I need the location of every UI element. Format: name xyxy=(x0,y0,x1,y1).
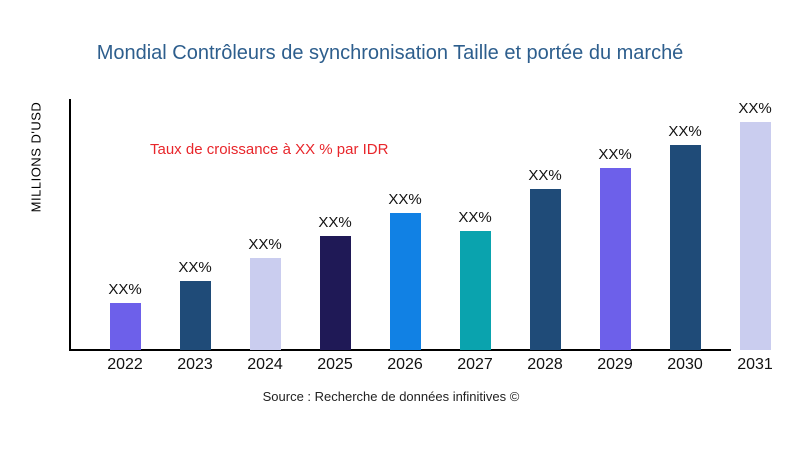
source-text: Source : Recherche de données infinitive… xyxy=(262,389,520,404)
bar xyxy=(390,213,421,350)
bar xyxy=(670,145,701,350)
bar-value-label: XX% xyxy=(668,123,702,140)
x-tick-label: 2024 xyxy=(247,356,283,373)
x-tick-label: 2028 xyxy=(527,356,563,373)
bar xyxy=(530,189,561,350)
bar xyxy=(320,236,351,350)
x-tick-label: 2023 xyxy=(177,356,213,373)
x-tick-label: 2029 xyxy=(597,356,633,373)
x-tick-label: 2027 xyxy=(457,356,493,373)
x-tick-label: 2031 xyxy=(737,356,773,373)
bar-value-label: XX% xyxy=(178,259,212,276)
bar xyxy=(740,122,771,350)
x-tick-label: 2030 xyxy=(667,356,703,373)
bar-value-label: XX% xyxy=(528,167,562,184)
x-tick-label: 2026 xyxy=(387,356,423,373)
bar xyxy=(180,281,211,350)
bar-value-label: XX% xyxy=(388,191,422,208)
bar-value-label: XX% xyxy=(318,214,352,231)
growth-rate-annotation: Taux de croissance à XX % par IDR xyxy=(150,141,389,158)
x-tick-label: 2022 xyxy=(107,356,143,373)
x-axis-line xyxy=(69,349,731,351)
bar xyxy=(460,231,491,350)
x-tick-label: 2025 xyxy=(317,356,353,373)
bar-value-label: XX% xyxy=(598,146,632,163)
bar xyxy=(250,258,281,350)
chart-title: Mondial Contrôleurs de synchronisation T… xyxy=(96,42,684,64)
bar-value-label: XX% xyxy=(458,209,492,226)
bar-value-label: XX% xyxy=(738,100,772,117)
bar-value-label: XX% xyxy=(248,236,282,253)
bar-value-label: XX% xyxy=(108,281,142,298)
y-axis-line xyxy=(69,99,71,351)
bar xyxy=(600,168,631,350)
bar xyxy=(110,303,141,350)
